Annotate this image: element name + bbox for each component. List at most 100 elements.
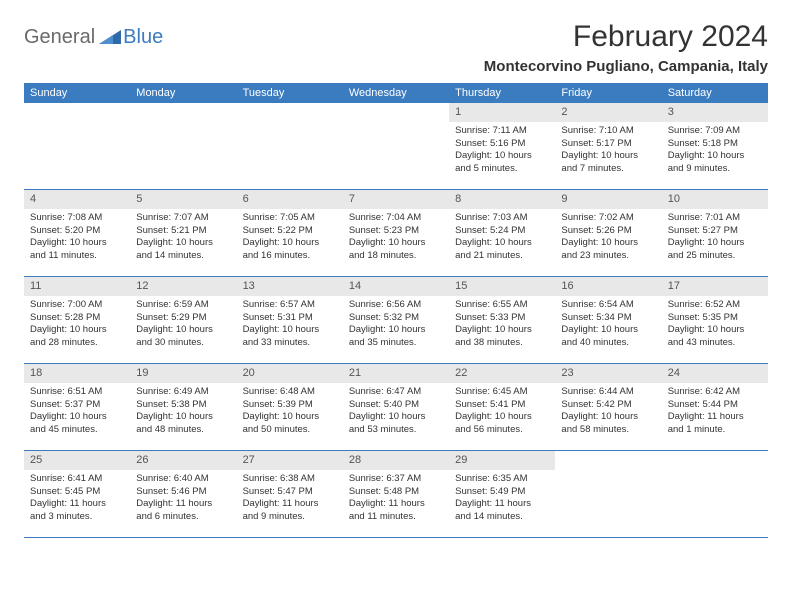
day-daylight2: and 33 minutes.	[243, 337, 337, 350]
day-daylight1: Daylight: 11 hours	[136, 498, 230, 511]
day-body: Sunrise: 6:41 AMSunset: 5:45 PMDaylight:…	[24, 470, 130, 530]
day-sunset: Sunset: 5:32 PM	[349, 312, 443, 325]
day-body: Sunrise: 7:07 AMSunset: 5:21 PMDaylight:…	[130, 209, 236, 269]
day-body: Sunrise: 6:52 AMSunset: 5:35 PMDaylight:…	[662, 296, 768, 356]
day-daylight1: Daylight: 10 hours	[136, 411, 230, 424]
weekday-header-cell: Friday	[555, 83, 661, 103]
day-daylight2: and 58 minutes.	[561, 424, 655, 437]
day-body: Sunrise: 6:48 AMSunset: 5:39 PMDaylight:…	[237, 383, 343, 443]
day-sunset: Sunset: 5:20 PM	[30, 225, 124, 238]
day-number	[237, 103, 343, 122]
day-number: 28	[343, 451, 449, 470]
day-number: 12	[130, 277, 236, 296]
day-sunrise: Sunrise: 6:59 AM	[136, 299, 230, 312]
day-sunset: Sunset: 5:29 PM	[136, 312, 230, 325]
day-daylight2: and 3 minutes.	[30, 511, 124, 524]
day-number: 4	[24, 190, 130, 209]
weekday-header-cell: Sunday	[24, 83, 130, 103]
day-number: 29	[449, 451, 555, 470]
day-number: 19	[130, 364, 236, 383]
day-body: Sunrise: 7:09 AMSunset: 5:18 PMDaylight:…	[662, 122, 768, 182]
day-daylight2: and 38 minutes.	[455, 337, 549, 350]
day-sunrise: Sunrise: 6:44 AM	[561, 386, 655, 399]
day-sunset: Sunset: 5:33 PM	[455, 312, 549, 325]
weeks-container: 1Sunrise: 7:11 AMSunset: 5:16 PMDaylight…	[24, 103, 768, 538]
day-sunrise: Sunrise: 6:37 AM	[349, 473, 443, 486]
day-sunrise: Sunrise: 7:00 AM	[30, 299, 124, 312]
day-body: Sunrise: 6:51 AMSunset: 5:37 PMDaylight:…	[24, 383, 130, 443]
day-cell: 1Sunrise: 7:11 AMSunset: 5:16 PMDaylight…	[449, 103, 555, 189]
day-number: 3	[662, 103, 768, 122]
day-number: 24	[662, 364, 768, 383]
day-daylight1: Daylight: 10 hours	[455, 150, 549, 163]
day-cell: 24Sunrise: 6:42 AMSunset: 5:44 PMDayligh…	[662, 364, 768, 450]
day-number	[555, 451, 661, 470]
day-cell: 17Sunrise: 6:52 AMSunset: 5:35 PMDayligh…	[662, 277, 768, 363]
day-cell: 20Sunrise: 6:48 AMSunset: 5:39 PMDayligh…	[237, 364, 343, 450]
day-cell: 11Sunrise: 7:00 AMSunset: 5:28 PMDayligh…	[24, 277, 130, 363]
day-daylight2: and 16 minutes.	[243, 250, 337, 263]
day-daylight1: Daylight: 10 hours	[668, 324, 762, 337]
day-cell: 16Sunrise: 6:54 AMSunset: 5:34 PMDayligh…	[555, 277, 661, 363]
day-body: Sunrise: 6:42 AMSunset: 5:44 PMDaylight:…	[662, 383, 768, 443]
day-daylight2: and 1 minute.	[668, 424, 762, 437]
day-daylight1: Daylight: 10 hours	[349, 411, 443, 424]
day-sunrise: Sunrise: 7:08 AM	[30, 212, 124, 225]
day-body: Sunrise: 6:59 AMSunset: 5:29 PMDaylight:…	[130, 296, 236, 356]
day-daylight2: and 30 minutes.	[136, 337, 230, 350]
day-daylight2: and 45 minutes.	[30, 424, 124, 437]
day-body: Sunrise: 6:38 AMSunset: 5:47 PMDaylight:…	[237, 470, 343, 530]
day-sunset: Sunset: 5:35 PM	[668, 312, 762, 325]
day-daylight2: and 21 minutes.	[455, 250, 549, 263]
day-sunset: Sunset: 5:27 PM	[668, 225, 762, 238]
day-sunset: Sunset: 5:44 PM	[668, 399, 762, 412]
week-row: 11Sunrise: 7:00 AMSunset: 5:28 PMDayligh…	[24, 277, 768, 364]
day-daylight1: Daylight: 10 hours	[243, 237, 337, 250]
day-sunset: Sunset: 5:42 PM	[561, 399, 655, 412]
day-daylight1: Daylight: 10 hours	[561, 324, 655, 337]
day-sunset: Sunset: 5:34 PM	[561, 312, 655, 325]
day-daylight1: Daylight: 10 hours	[561, 150, 655, 163]
day-daylight2: and 43 minutes.	[668, 337, 762, 350]
day-daylight1: Daylight: 10 hours	[668, 237, 762, 250]
day-cell: 26Sunrise: 6:40 AMSunset: 5:46 PMDayligh…	[130, 451, 236, 537]
day-cell: 29Sunrise: 6:35 AMSunset: 5:49 PMDayligh…	[449, 451, 555, 537]
day-number	[662, 451, 768, 470]
day-daylight1: Daylight: 10 hours	[455, 324, 549, 337]
day-sunset: Sunset: 5:23 PM	[349, 225, 443, 238]
day-number: 21	[343, 364, 449, 383]
brand-blue: Blue	[123, 26, 163, 49]
day-cell: 6Sunrise: 7:05 AMSunset: 5:22 PMDaylight…	[237, 190, 343, 276]
day-number: 13	[237, 277, 343, 296]
weekday-header-row: SundayMondayTuesdayWednesdayThursdayFrid…	[24, 83, 768, 103]
day-daylight2: and 5 minutes.	[455, 163, 549, 176]
day-cell: 4Sunrise: 7:08 AMSunset: 5:20 PMDaylight…	[24, 190, 130, 276]
day-cell: 9Sunrise: 7:02 AMSunset: 5:26 PMDaylight…	[555, 190, 661, 276]
week-row: 18Sunrise: 6:51 AMSunset: 5:37 PMDayligh…	[24, 364, 768, 451]
day-number: 8	[449, 190, 555, 209]
day-daylight1: Daylight: 10 hours	[668, 150, 762, 163]
day-number: 18	[24, 364, 130, 383]
day-daylight1: Daylight: 10 hours	[30, 324, 124, 337]
day-body: Sunrise: 7:10 AMSunset: 5:17 PMDaylight:…	[555, 122, 661, 182]
day-sunset: Sunset: 5:26 PM	[561, 225, 655, 238]
day-sunrise: Sunrise: 6:47 AM	[349, 386, 443, 399]
day-number: 5	[130, 190, 236, 209]
day-number: 11	[24, 277, 130, 296]
day-daylight2: and 9 minutes.	[668, 163, 762, 176]
day-number	[343, 103, 449, 122]
day-sunset: Sunset: 5:45 PM	[30, 486, 124, 499]
day-daylight1: Daylight: 10 hours	[455, 237, 549, 250]
day-number: 2	[555, 103, 661, 122]
day-cell: 3Sunrise: 7:09 AMSunset: 5:18 PMDaylight…	[662, 103, 768, 189]
brand-triangle-icon	[99, 26, 121, 49]
day-cell: 13Sunrise: 6:57 AMSunset: 5:31 PMDayligh…	[237, 277, 343, 363]
day-daylight2: and 40 minutes.	[561, 337, 655, 350]
day-sunrise: Sunrise: 6:57 AM	[243, 299, 337, 312]
day-sunrise: Sunrise: 6:40 AM	[136, 473, 230, 486]
day-body: Sunrise: 7:08 AMSunset: 5:20 PMDaylight:…	[24, 209, 130, 269]
day-number: 26	[130, 451, 236, 470]
day-daylight1: Daylight: 10 hours	[30, 237, 124, 250]
day-daylight2: and 9 minutes.	[243, 511, 337, 524]
day-body: Sunrise: 6:57 AMSunset: 5:31 PMDaylight:…	[237, 296, 343, 356]
